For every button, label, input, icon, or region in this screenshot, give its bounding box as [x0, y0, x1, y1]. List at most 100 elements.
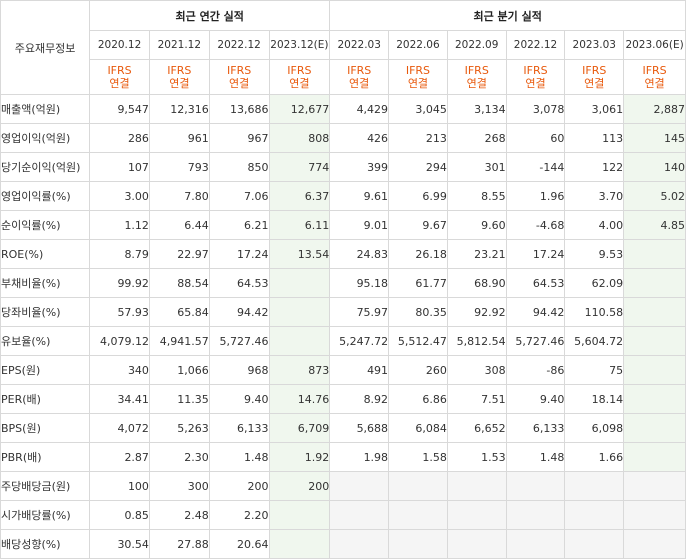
table-cell: 5,512.47	[388, 326, 448, 356]
table-cell	[564, 500, 625, 530]
ifrs-label: IFRS	[107, 64, 132, 77]
table-cell: 2.87	[89, 442, 150, 472]
table-cell	[623, 355, 686, 385]
table-cell: 7.80	[148, 181, 210, 211]
table-cell	[388, 529, 448, 559]
table-cell: 145	[623, 123, 686, 153]
table-cell: 6.37	[268, 181, 331, 211]
table-row: 유보율(%) 4,079.12 4,941.57 5,727.46 5,247.72 5,…	[0, 326, 686, 356]
basis-header: IFRS 연결	[623, 59, 686, 95]
table-cell: 3,045	[388, 94, 448, 124]
table-cell: 260	[388, 355, 448, 385]
basis-header: IFRS 연결	[329, 59, 390, 95]
basis-header: IFRS 연결	[505, 59, 566, 95]
table-cell: 9.40	[208, 384, 270, 414]
row-label: PER(배)	[0, 384, 91, 414]
table-cell: 3,134	[446, 94, 507, 124]
table-cell: 122	[564, 152, 625, 182]
table-cell: 200	[268, 471, 331, 501]
table-cell: 426	[329, 123, 390, 153]
table-cell: 1.12	[89, 210, 150, 240]
table-cell: 6,098	[564, 413, 625, 443]
period-header: 2022.03	[329, 30, 390, 60]
table-cell	[623, 297, 686, 327]
table-cell: 294	[388, 152, 448, 182]
table-cell	[268, 326, 331, 356]
table-cell: 2,887	[623, 94, 686, 124]
table-cell: 88.54	[148, 268, 210, 298]
row-label: 당기순이익(억원)	[0, 152, 91, 182]
table-row: 당기순이익(억원) 107 793 850 774 399 294 301 -144 122 140	[0, 152, 686, 182]
table-cell: 4,079.12	[89, 326, 150, 356]
period-header: 2022.12	[208, 30, 270, 60]
table-cell: 94.42	[505, 297, 566, 327]
table-cell: 9.67	[388, 210, 448, 240]
table-cell: 113	[564, 123, 625, 153]
annual-group-header: 최근 연간 실적	[89, 0, 331, 31]
period-header: 2022.12	[505, 30, 566, 60]
table-cell: 18.14	[564, 384, 625, 414]
table-cell	[623, 500, 686, 530]
table-cell: 9.40	[505, 384, 566, 414]
table-cell	[329, 471, 390, 501]
table-cell: 6.99	[388, 181, 448, 211]
table-cell: 64.53	[505, 268, 566, 298]
table-cell: 491	[329, 355, 390, 385]
table-cell: 80.35	[388, 297, 448, 327]
table-cell: 75	[564, 355, 625, 385]
table-cell: 340	[89, 355, 150, 385]
table-cell: 13,686	[208, 94, 270, 124]
table-cell: 64.53	[208, 268, 270, 298]
table-cell: 9.53	[564, 239, 625, 269]
table-cell: 6.86	[388, 384, 448, 414]
ifrs-label: IFRS	[227, 64, 252, 77]
table-cell: 95.18	[329, 268, 390, 298]
table-row: ROE(%) 8.79 22.97 17.24 13.54 24.83 26.18 23.21…	[0, 239, 686, 269]
table-cell: 5.02	[623, 181, 686, 211]
row-label: 시가배당률(%)	[0, 500, 91, 530]
table-cell: 2.30	[148, 442, 210, 472]
table-cell: 110.58	[564, 297, 625, 327]
table-cell: 0.85	[89, 500, 150, 530]
table-cell: 9.60	[446, 210, 507, 240]
table-cell: 200	[208, 471, 270, 501]
row-label: BPS(원)	[0, 413, 91, 443]
table-cell: 12,677	[268, 94, 331, 124]
table-cell: 399	[329, 152, 390, 182]
table-cell: -144	[505, 152, 566, 182]
table-cell	[446, 529, 507, 559]
table-cell	[564, 471, 625, 501]
consolidated-label: 연결	[228, 77, 250, 90]
table-cell	[623, 326, 686, 356]
table-body: 매출액(억원) 9,547 12,316 13,686 12,677 4,429 3,045…	[0, 94, 686, 559]
basis-header: IFRS 연결	[148, 59, 210, 95]
table-cell: 5,247.72	[329, 326, 390, 356]
row-label: EPS(원)	[0, 355, 91, 385]
basis-header: IFRS 연결	[564, 59, 625, 95]
table-cell: 6,652	[446, 413, 507, 443]
table-cell	[388, 471, 448, 501]
table-cell: -4.68	[505, 210, 566, 240]
period-header: 2023.03	[564, 30, 625, 60]
table-cell	[505, 471, 566, 501]
ifrs-label: IFRS	[167, 64, 192, 77]
consolidated-label: 연결	[525, 77, 546, 90]
row-label: 주당배당금(원)	[0, 471, 91, 501]
table-cell: 4.85	[623, 210, 686, 240]
table-cell	[623, 268, 686, 298]
table-cell: 6.44	[148, 210, 210, 240]
table-row: 부채비율(%) 99.92 88.54 64.53 95.18 61.77 68.90 64.…	[0, 268, 686, 298]
table-cell: 5,727.46	[208, 326, 270, 356]
table-cell	[329, 500, 390, 530]
table-cell: 1.53	[446, 442, 507, 472]
table-cell: 27.88	[148, 529, 210, 559]
table-cell: 26.18	[388, 239, 448, 269]
table-cell: 100	[89, 471, 150, 501]
table-cell: 92.92	[446, 297, 507, 327]
table-cell: 13.54	[268, 239, 331, 269]
table-cell: 774	[268, 152, 331, 182]
table-cell: 6,709	[268, 413, 331, 443]
table-cell: 23.21	[446, 239, 507, 269]
table-cell: 14.76	[268, 384, 331, 414]
table-row: 주당배당금(원) 100 300 200 200	[0, 471, 686, 501]
